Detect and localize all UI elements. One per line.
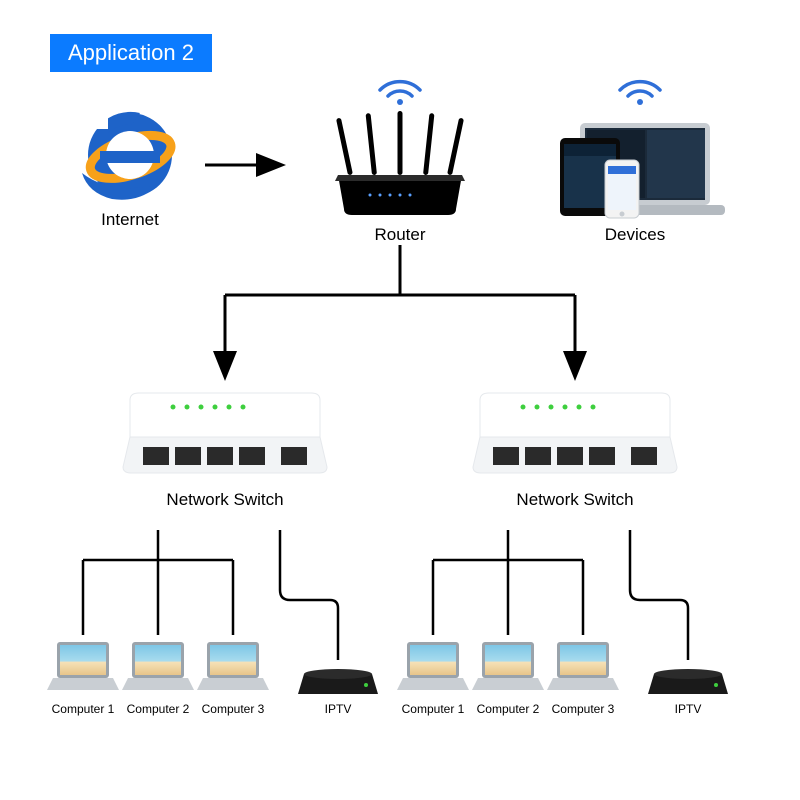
switch-left-branches	[83, 530, 338, 660]
iptv-left-label: IPTV	[298, 702, 378, 716]
computer-2-right	[472, 642, 544, 690]
internet-icon	[80, 105, 176, 200]
switch-right-branches	[433, 530, 688, 660]
network-switch-left	[123, 393, 327, 473]
switch-right-label: Network Switch	[495, 490, 655, 510]
devices-icon	[560, 123, 725, 218]
computer3-left-label: Computer 3	[193, 702, 273, 716]
iptv-left	[298, 669, 378, 694]
iptv-right	[648, 669, 728, 694]
computer1-left-label: Computer 1	[43, 702, 123, 716]
wifi-icon-router	[380, 82, 420, 105]
internet-label: Internet	[50, 210, 210, 230]
wifi-icon-devices	[620, 82, 660, 105]
router-icon	[335, 111, 465, 215]
computer1-right-label: Computer 1	[393, 702, 473, 716]
devices-label: Devices	[555, 225, 715, 245]
network-switch-right	[473, 393, 677, 473]
router-to-switches	[225, 245, 575, 375]
computer-1-left	[47, 642, 119, 690]
computer2-right-label: Computer 2	[468, 702, 548, 716]
computer-3-left	[197, 642, 269, 690]
computer-1-right	[397, 642, 469, 690]
computer-3-right	[547, 642, 619, 690]
computer3-right-label: Computer 3	[543, 702, 623, 716]
switch-left-label: Network Switch	[145, 490, 305, 510]
router-label: Router	[320, 225, 480, 245]
computer-2-left	[122, 642, 194, 690]
iptv-right-label: IPTV	[648, 702, 728, 716]
computer2-left-label: Computer 2	[118, 702, 198, 716]
diagram-canvas	[0, 0, 800, 800]
